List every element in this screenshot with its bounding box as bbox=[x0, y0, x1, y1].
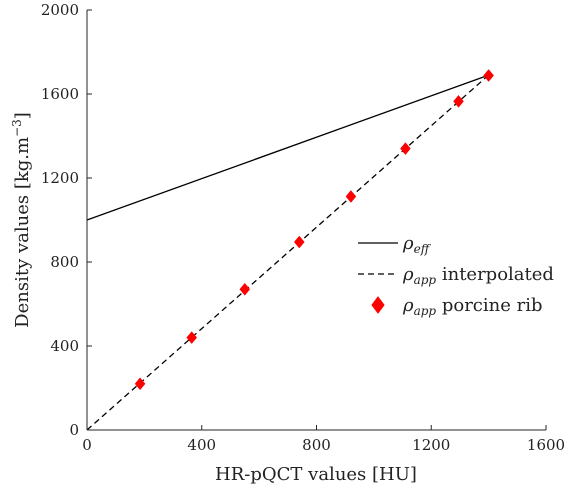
legend: ρeff ρapp interpolated ρapp porcine rib bbox=[358, 233, 554, 318]
y-axis-title-close: ] bbox=[12, 112, 33, 119]
axes bbox=[86, 10, 546, 431]
data-point bbox=[293, 235, 305, 249]
legend-label-porcine-rib: ρapp porcine rib bbox=[402, 295, 543, 318]
x-ticks: 0 400 800 1200 1600 bbox=[82, 425, 565, 454]
y-tick-label: 0 bbox=[69, 421, 79, 439]
x-axis-title: HR-pQCT values [HU] bbox=[215, 464, 417, 485]
x-tick-label: 1600 bbox=[527, 436, 565, 454]
data-point bbox=[345, 190, 357, 203]
legend-label-interpolated: ρapp interpolated bbox=[402, 264, 554, 287]
x-tick-label: 1200 bbox=[412, 436, 450, 454]
data-point bbox=[400, 142, 411, 155]
series-line-0 bbox=[86, 74, 489, 221]
data-point bbox=[134, 377, 146, 391]
y-tick-label: 400 bbox=[50, 337, 79, 355]
y-axis-title-main: Density values [kg.m bbox=[12, 137, 33, 328]
data-point bbox=[239, 282, 251, 296]
series-layer bbox=[86, 69, 494, 431]
y-ticks: 0 400 800 1200 1600 2000 bbox=[41, 1, 92, 439]
data-point bbox=[453, 94, 464, 108]
y-tick-label: 1600 bbox=[41, 85, 79, 103]
legend-label-eff: ρeff bbox=[402, 233, 432, 256]
x-tick-label: 800 bbox=[302, 436, 331, 454]
y-axis-title: Density values [kg.m−3] bbox=[10, 112, 33, 328]
legend-swatch-porcine-rib bbox=[371, 296, 385, 314]
data-point bbox=[483, 69, 494, 82]
data-point bbox=[186, 331, 198, 344]
x-tick-label: 0 bbox=[82, 436, 92, 454]
y-tick-label: 800 bbox=[50, 253, 79, 271]
x-tick-label: 400 bbox=[187, 436, 216, 454]
y-tick-label: 2000 bbox=[41, 1, 79, 19]
y-tick-label: 1200 bbox=[41, 169, 79, 187]
y-axis-title-sup: −3 bbox=[10, 119, 24, 137]
